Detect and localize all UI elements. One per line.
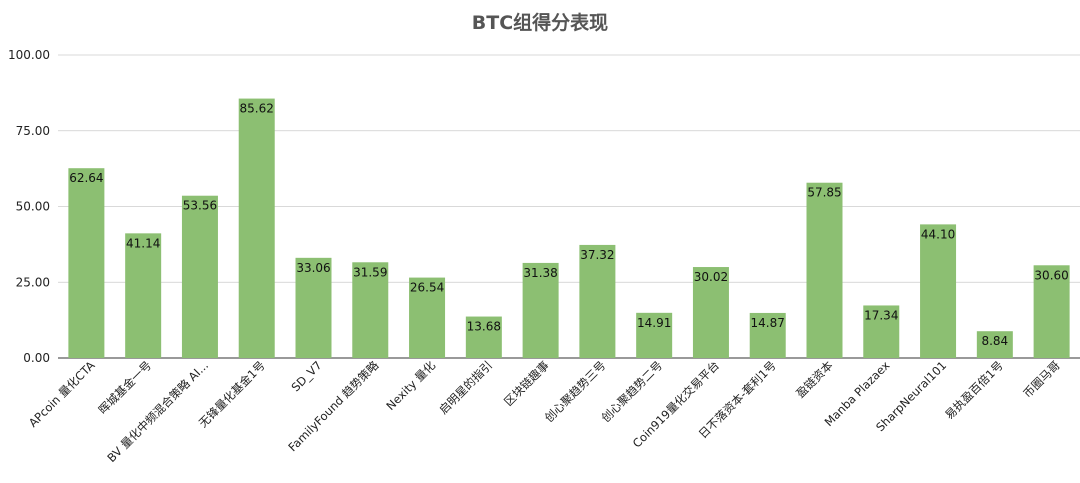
x-tick-label: Nexity 量化 (383, 358, 438, 413)
data-label: 13.68 (467, 320, 501, 334)
x-tick-label: 晖城基金一号 (96, 358, 155, 417)
data-label: 41.14 (126, 236, 160, 250)
bar (806, 182, 843, 358)
data-label: 62.64 (69, 171, 103, 185)
x-tick-label: APcoin 量化CTA (26, 358, 98, 430)
bar (522, 262, 559, 358)
y-tick-label: 100.00 (8, 48, 50, 62)
x-tick-label: 盈链资本 (793, 358, 836, 401)
data-label: 33.06 (296, 261, 330, 275)
bar (68, 168, 105, 358)
x-tick-label: BV 量化中频混合策略 AI... (104, 358, 211, 465)
x-tick-label: 区块链趣事 (501, 358, 552, 409)
gridlines (58, 54, 1080, 359)
bars: 62.64 41.14 53.56 85.62 33.06 31.59 26.54 13.68… (68, 98, 1070, 358)
bar (125, 233, 162, 358)
y-tick-label: 50.00 (16, 200, 50, 214)
data-label: 31.59 (353, 265, 387, 279)
bar (579, 244, 616, 358)
bar (181, 195, 218, 358)
data-label: 85.62 (240, 102, 274, 116)
data-label: 14.91 (637, 316, 671, 330)
data-label: 44.10 (921, 227, 955, 241)
data-label: 30.60 (1034, 268, 1068, 282)
data-label: 26.54 (410, 281, 444, 295)
bar (352, 262, 389, 358)
bar (920, 224, 957, 358)
x-tick-label: 易执盈百倍1号 (942, 358, 1006, 422)
bar (863, 305, 900, 358)
data-label: 17.34 (864, 308, 898, 322)
chart-title: BTC组得分表现 (471, 12, 609, 34)
y-tick-label: 25.00 (16, 275, 50, 289)
data-label: 14.87 (751, 316, 785, 330)
y-tick-label: 75.00 (16, 124, 50, 138)
bar (749, 312, 786, 358)
bar (636, 312, 673, 358)
data-label: 8.84 (981, 334, 1008, 348)
bar (465, 316, 502, 358)
y-axis: 0.00 25.00 50.00 75.00 100.00 (8, 48, 50, 365)
bar (409, 277, 446, 358)
x-tick-label: 启明星的指引 (436, 358, 495, 417)
bar (1033, 265, 1070, 358)
data-label: 57.85 (807, 186, 841, 200)
bar (692, 267, 729, 358)
data-label: 30.02 (694, 270, 728, 284)
x-tick-label: 币圈马哥 (1020, 358, 1062, 400)
x-tick-label: SD_V7 (288, 358, 324, 394)
bar (976, 331, 1013, 358)
data-label: 31.38 (523, 266, 557, 280)
data-label: 53.56 (183, 199, 217, 213)
y-tick-label: 0.00 (23, 351, 50, 365)
bar (295, 257, 332, 358)
bar (238, 98, 275, 358)
data-label: 37.32 (580, 248, 614, 262)
